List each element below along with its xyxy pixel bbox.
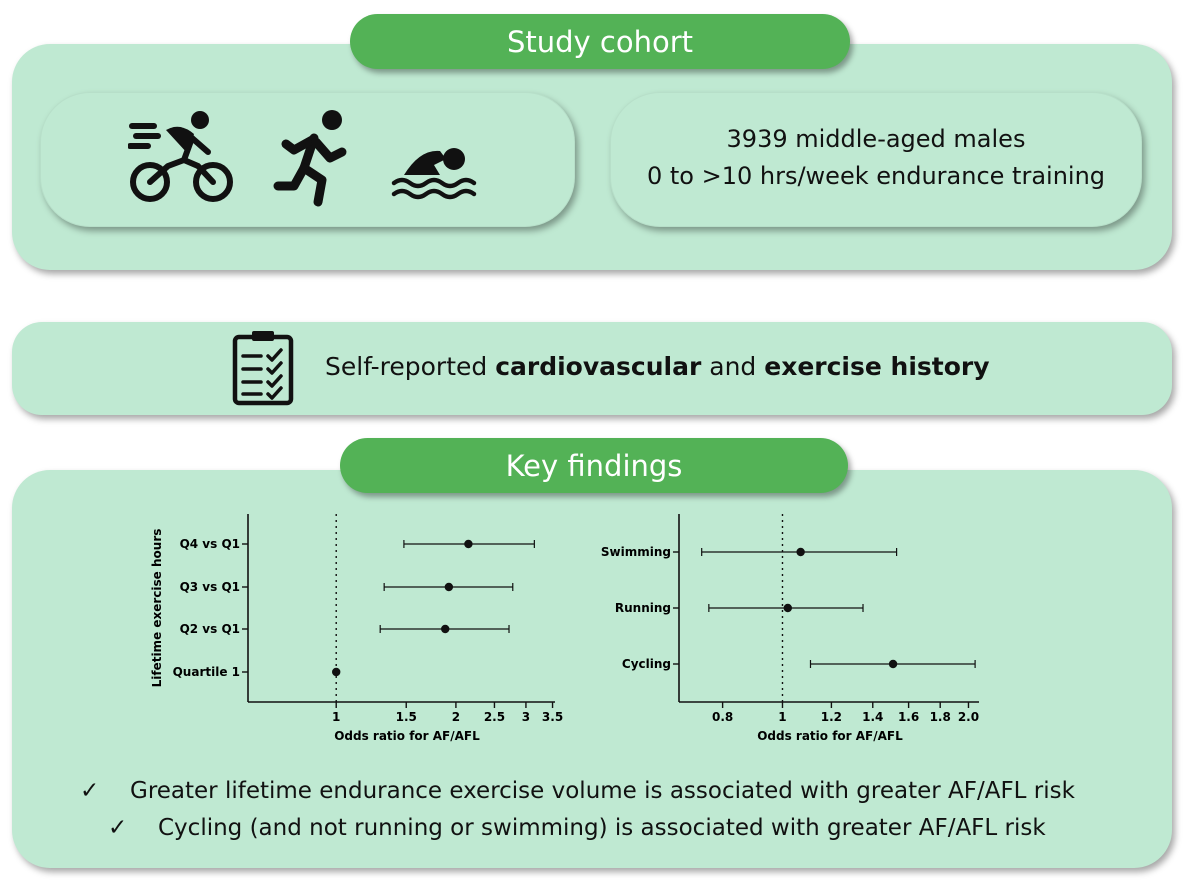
odds-ratio-point	[796, 547, 805, 557]
study-cohort-title: Study cohort	[350, 14, 850, 69]
cyclist-icon	[128, 111, 233, 202]
key-findings-title: Key findings	[340, 438, 848, 493]
category-label: Cycling	[622, 657, 671, 671]
x-tick-label: 1.6	[898, 710, 919, 724]
sports-icons-box	[40, 92, 575, 227]
history-panel	[12, 322, 1172, 415]
check-icon: ✓	[80, 778, 100, 804]
finding-2-text: Cycling (and not running or swimming) is…	[158, 815, 1046, 841]
cohort-training-text: 0 to >10 hrs/week endurance training	[646, 162, 1106, 190]
forest-plot-exercise-quartiles: 1 1.5 2 2.5 3 3.5 Odds ratio for AF/AFL Lifetim…	[150, 514, 563, 743]
x-tick-label: 1.2	[821, 710, 842, 724]
y-axis-label: Lifetime exercise hours	[150, 529, 164, 688]
cohort-description-box: 3939 middle-aged males 0 to >10 hrs/week…	[610, 92, 1142, 227]
x-tick-label: 1.8	[930, 710, 951, 724]
finding-1-text: Greater lifetime endurance exercise volu…	[130, 778, 1075, 804]
check-icon: ✓	[108, 815, 128, 841]
key-findings-panel	[12, 470, 1172, 868]
history-prefix: Self-reported	[325, 352, 496, 381]
x-tick-label: 1.4	[862, 710, 883, 724]
category-label: Q2 vs Q1	[180, 622, 240, 636]
runner-icon	[273, 110, 347, 207]
swimmer-icon	[391, 148, 477, 200]
x-axis-label: Odds ratio for AF/AFL	[757, 729, 903, 743]
history-bold-cardiovascular: cardiovascular	[495, 352, 702, 381]
category-label: Swimming	[601, 545, 671, 559]
x-tick-label: 1.5	[396, 710, 417, 724]
odds-ratio-point	[464, 539, 473, 549]
category-label: Quartile 1	[173, 665, 240, 679]
odds-ratio-point	[441, 624, 450, 634]
odds-ratio-point	[783, 603, 792, 613]
odds-ratio-point	[444, 582, 454, 592]
x-tick-label: 3.5	[542, 710, 563, 724]
category-label: Running	[615, 601, 671, 615]
odds-ratio-point	[888, 659, 898, 669]
clipboard-checklist-icon	[232, 331, 294, 406]
x-tick-label: 2.5	[484, 710, 505, 724]
x-axis-label: Odds ratio for AF/AFL	[334, 729, 480, 743]
odds-ratio-point	[332, 667, 341, 677]
history-text: Self-reported cardiovascular and exercis…	[325, 352, 990, 381]
x-tick-label: 2.0	[958, 710, 979, 724]
x-tick-label: 2	[452, 710, 460, 724]
history-middle: and	[701, 352, 765, 381]
x-tick-label: 0.8	[712, 710, 733, 724]
x-tick-label: 1	[778, 710, 786, 724]
category-label: Q3 vs Q1	[180, 580, 240, 594]
x-tick-label: 1	[332, 710, 340, 724]
category-label: Q4 vs Q1	[180, 537, 240, 551]
cohort-size-text: 3939 middle-aged males	[726, 125, 1026, 153]
x-tick-label: 3	[522, 710, 530, 724]
finding-2: ✓ Cycling (and not running or swimming) i…	[108, 815, 1046, 841]
forest-plot-sport-type: 0.8 1 1.2 1.4 1.6 1.8 2.0 Odds ratio for AF/AFL…	[601, 514, 979, 743]
finding-1: ✓ Greater lifetime endurance exercise vol…	[80, 778, 1075, 804]
history-bold-exercise: exercise history	[764, 352, 990, 381]
